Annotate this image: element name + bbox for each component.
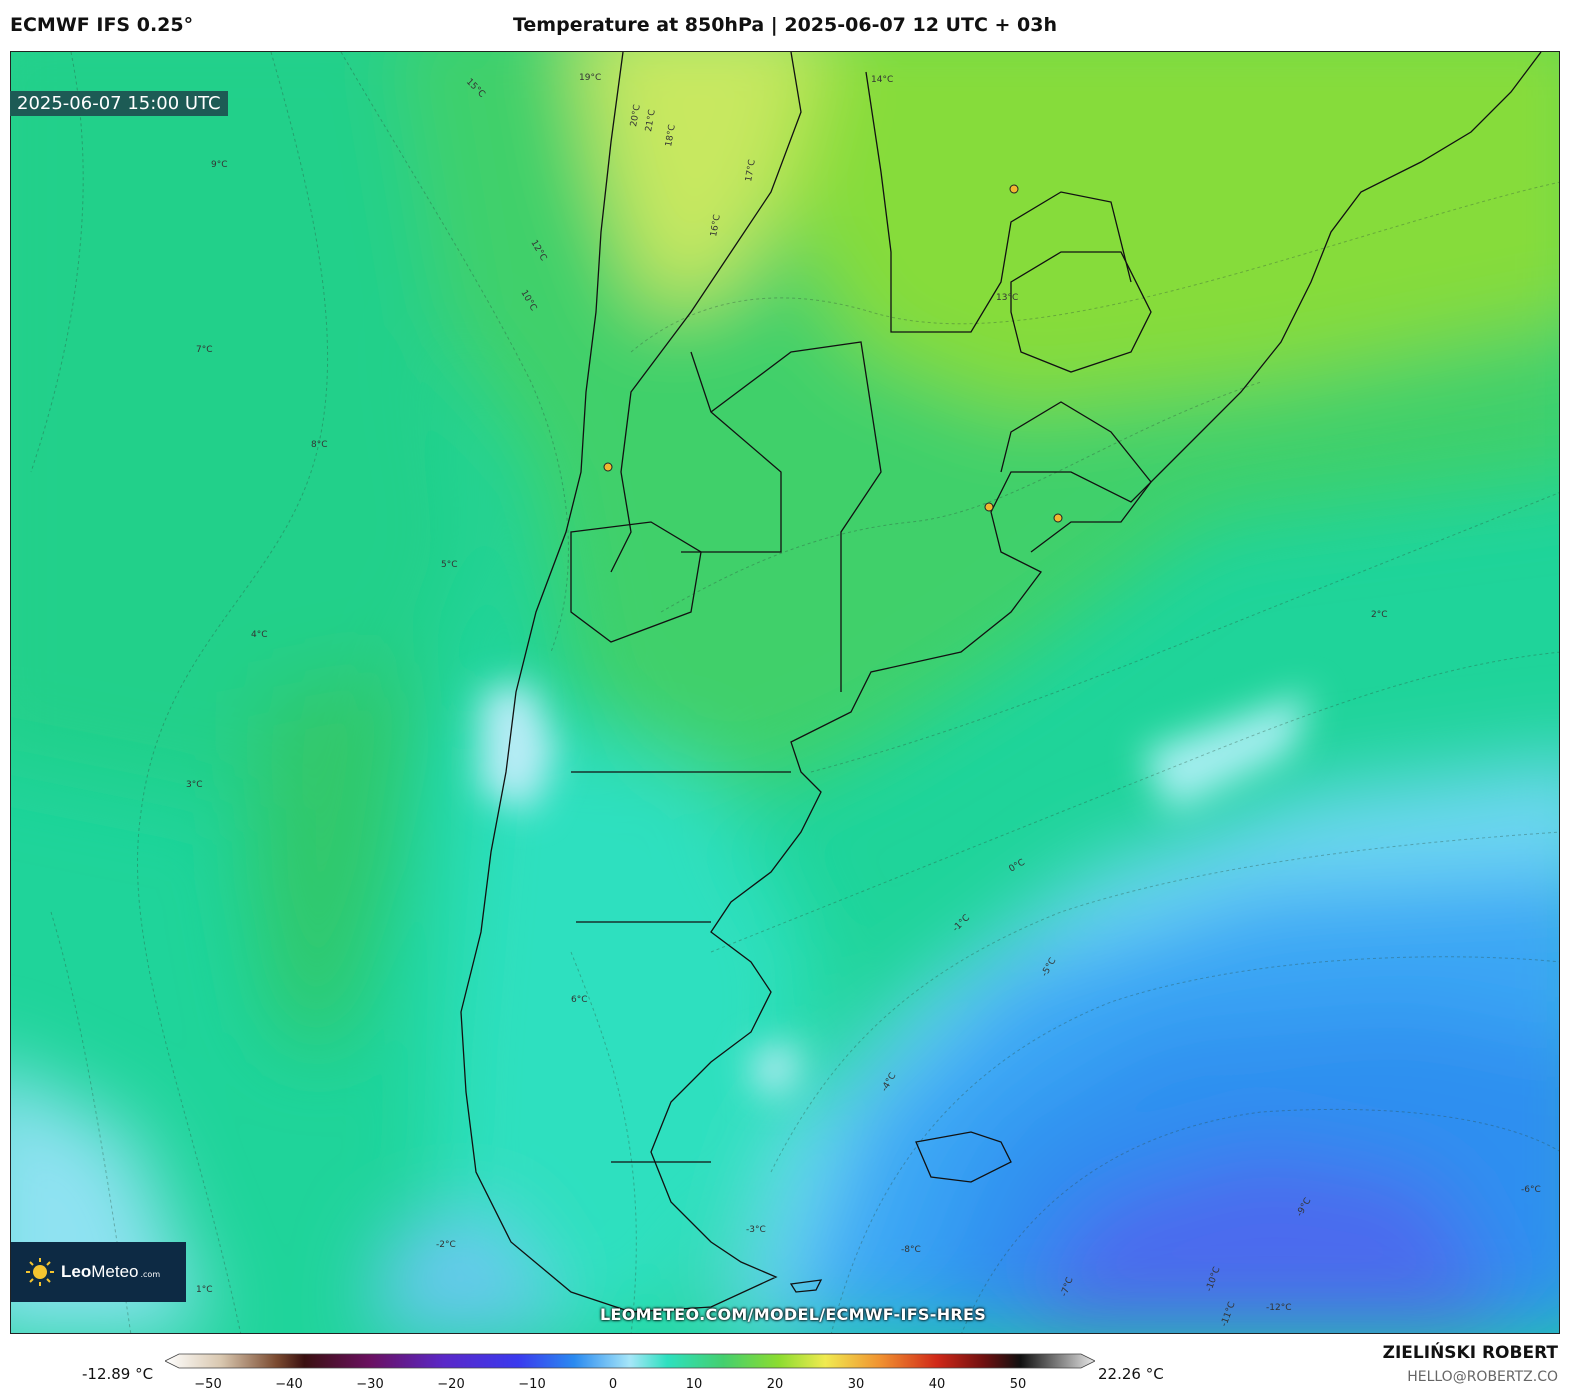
svg-text:-8°C: -8°C	[901, 1245, 921, 1255]
svg-text:16°C: 16°C	[709, 214, 723, 238]
legend-max-value: 22.26 °C	[1098, 1365, 1164, 1383]
legend-tick: 30	[847, 1377, 865, 1392]
logo-suffix: .com	[140, 1269, 161, 1279]
model-name: ECMWF IFS 0.25°	[10, 14, 194, 36]
legend-tick: −30	[356, 1377, 384, 1392]
svg-text:8°C: 8°C	[311, 440, 328, 450]
svg-text:19°C: 19°C	[579, 73, 601, 83]
legend-tick: −20	[437, 1377, 465, 1392]
legend-tick: 20	[766, 1377, 784, 1392]
legend-tick: 50	[1009, 1377, 1027, 1392]
color-scale-bar	[165, 1353, 1095, 1369]
svg-text:5°C: 5°C	[441, 560, 458, 570]
svg-text:1°C: 1°C	[196, 1285, 213, 1295]
sun-icon	[26, 1258, 54, 1286]
author-email[interactable]: HELLO@ROBERTZ.CO	[1407, 1369, 1558, 1385]
legend-tick: −50	[194, 1377, 222, 1392]
author-name: ZIELIŃSKI ROBERT	[1382, 1343, 1558, 1363]
svg-text:7°C: 7°C	[196, 345, 213, 355]
temperature-map: 19°C 20°C 21°C 18°C 17°C 16°C 15°C 14°C …	[10, 51, 1560, 1334]
svg-text:13°C: 13°C	[996, 293, 1018, 303]
legend-tick: −40	[275, 1377, 303, 1392]
svg-text:20°C: 20°C	[629, 104, 643, 128]
valid-time-badge: 2025-06-07 15:00 UTC	[10, 91, 228, 116]
legend-tick: 0	[608, 1377, 618, 1392]
svg-text:21°C: 21°C	[644, 109, 658, 133]
legend-min-value: -12.89 °C	[82, 1365, 154, 1383]
map-title: Temperature at 850hPa | 2025-06-07 12 UT…	[512, 14, 1058, 36]
svg-text:-2°C: -2°C	[436, 1240, 456, 1250]
svg-text:4°C: 4°C	[251, 630, 268, 640]
coastlines	[460, 52, 1542, 1313]
svg-text:2°C: 2°C	[1371, 610, 1388, 620]
svg-text:18°C: 18°C	[664, 124, 678, 148]
source-url[interactable]: LEOMETEO.COM/MODEL/ECMWF-IFS-HRES	[600, 1305, 987, 1324]
svg-text:9°C: 9°C	[211, 160, 228, 170]
legend-tick: −10	[518, 1377, 546, 1392]
legend-tick: 40	[928, 1377, 946, 1392]
city-markers	[603, 184, 1063, 523]
svg-text:6°C: 6°C	[571, 995, 588, 1005]
svg-text:17°C: 17°C	[744, 159, 758, 183]
svg-text:-6°C: -6°C	[1521, 1185, 1541, 1195]
logo-text: LeoMeteo	[61, 1262, 139, 1281]
legend-tick: 10	[685, 1377, 703, 1392]
leometeo-logo[interactable]: LeoMeteo .com	[11, 1242, 186, 1302]
svg-text:-3°C: -3°C	[746, 1225, 766, 1235]
svg-text:3°C: 3°C	[186, 780, 203, 790]
svg-text:14°C: 14°C	[871, 75, 893, 85]
map-canvas: 19°C 20°C 21°C 18°C 17°C 16°C 15°C 14°C …	[11, 52, 1559, 1333]
legend-ticks: −50 −40 −30 −20 −10 0 10 20 30 40 50	[0, 1377, 1570, 1397]
svg-text:-12°C: -12°C	[1266, 1303, 1291, 1313]
